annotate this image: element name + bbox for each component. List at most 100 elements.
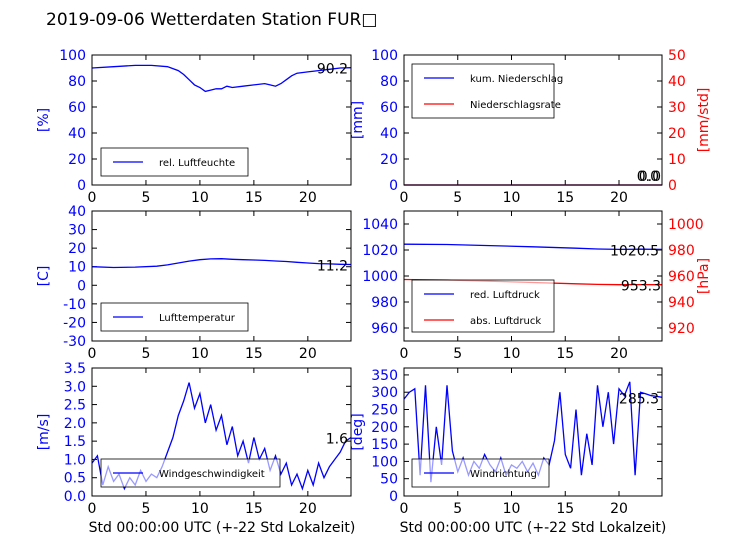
y-tick-label: 2.5 xyxy=(64,398,86,414)
y-tick-label-right: 40 xyxy=(668,74,686,90)
panel-pressure: 0 5 10 15 20 960 980 1000 1020 1040 920 940 960 980 10… xyxy=(362,210,712,362)
panel-precip: 0 5 10 15 20 0 20 40 60 80 100 0 10 20 30 40 50 [mm] [mm/s… xyxy=(350,48,712,206)
x-tick-label: 10 xyxy=(503,190,521,206)
y-tick-label: 3.5 xyxy=(64,361,86,377)
legend-label: Windgeschwindigkeit xyxy=(159,469,265,480)
x-tick-label: 20 xyxy=(610,501,628,517)
legend-label: Windrichtung xyxy=(470,469,537,480)
y-tick-label: 100 xyxy=(371,454,398,470)
y-axis-label: [deg] xyxy=(350,413,366,450)
x-tick-label: 0 xyxy=(88,190,97,206)
x-tick-label: 0 xyxy=(400,501,409,517)
value-label: 90.2 xyxy=(317,62,348,78)
x-tick-label: 5 xyxy=(141,346,150,362)
y-tick-label: 1040 xyxy=(362,217,398,233)
x-tick-label: 20 xyxy=(299,346,317,362)
y-axis-label: [m/s] xyxy=(36,414,52,451)
series-line-pressure-0 xyxy=(403,243,663,251)
y-tick-label: 40 xyxy=(68,204,86,220)
y-tick-label: 60 xyxy=(380,100,398,116)
y-tick-label-right: 10 xyxy=(668,152,686,168)
plot-frame xyxy=(403,367,663,497)
x-tick-label: 10 xyxy=(503,346,521,362)
panel-wind_speed: 0 5 10 15 20 0.0 0.5 1.0 1.5 2.0 2.5 3.0 3.5 [m/s] Win… xyxy=(36,361,352,517)
y-tick-label-right: 50 xyxy=(668,48,686,64)
legend-box xyxy=(411,458,550,488)
plot-frame xyxy=(403,54,663,186)
y-tick-label: 150 xyxy=(371,437,398,453)
y-axis-label: [%] xyxy=(36,108,52,132)
y-tick-label: 1000 xyxy=(362,269,398,285)
y-tick-label: 40 xyxy=(380,126,398,142)
plot-frame xyxy=(91,54,352,186)
y-tick-label-right: 30 xyxy=(668,100,686,116)
y-tick-label-right: 0 xyxy=(668,178,677,194)
x-tick-label: 0 xyxy=(88,501,97,517)
value-label: 285.3 xyxy=(619,391,659,407)
y-tick-label: 100 xyxy=(371,48,398,64)
y-tick-label: 250 xyxy=(371,403,398,419)
x-tick-label: 20 xyxy=(610,190,628,206)
y-tick-label: 20 xyxy=(68,241,86,257)
y-tick-label: 300 xyxy=(371,385,398,401)
plot-frame xyxy=(403,210,663,342)
x-tick-label: 15 xyxy=(245,501,263,517)
x-tick-label: 5 xyxy=(453,501,462,517)
y-tick-label: 350 xyxy=(371,368,398,384)
y-tick-label: 80 xyxy=(380,74,398,90)
y-tick-label-right: 980 xyxy=(668,243,695,259)
y-tick-label-right: 20 xyxy=(668,126,686,142)
y-tick-label: 0 xyxy=(389,489,398,505)
x-tick-label: 5 xyxy=(453,190,462,206)
y-tick-label: 80 xyxy=(68,74,86,90)
y-tick-label: 50 xyxy=(380,472,398,488)
y-tick-label: 980 xyxy=(371,295,398,311)
y-tick-label: 1.5 xyxy=(64,434,86,450)
figure-title: 2019-09-06 Wetterdaten Station FUR□ xyxy=(46,10,378,30)
x-tick-label: 20 xyxy=(610,346,628,362)
y-tick-label: 960 xyxy=(371,321,398,337)
value-label-right: 0.0 xyxy=(639,169,661,185)
legend-label: Niederschlagsrate xyxy=(470,100,561,111)
y-tick-label: -20 xyxy=(63,315,86,331)
y-tick-label-right: 1000 xyxy=(668,217,704,233)
x-tick-label: 5 xyxy=(141,501,150,517)
x-tick-label: 0 xyxy=(400,190,409,206)
x-tick-label: 10 xyxy=(191,190,209,206)
y-axis-label-right: [hPa] xyxy=(696,258,712,294)
y-tick-label: 0 xyxy=(389,178,398,194)
series-line-humidity-0 xyxy=(91,64,352,93)
y-tick-label: 2.0 xyxy=(64,416,86,432)
value-label: 0.0 xyxy=(637,169,659,185)
y-tick-label: 20 xyxy=(380,152,398,168)
y-tick-label: 60 xyxy=(68,100,86,116)
y-tick-label: 0.0 xyxy=(64,489,86,505)
x-axis-label-right: Std 00:00:00 UTC (+-22 Std Lokalzeit) xyxy=(400,520,667,536)
legend-label: rel. Luftfeuchte xyxy=(159,158,235,169)
value-label: 11.2 xyxy=(317,258,348,274)
x-tick-label: 15 xyxy=(556,501,574,517)
y-tick-label: 3.0 xyxy=(64,379,86,395)
y-tick-label: 1020 xyxy=(362,243,398,259)
y-axis-label: [C] xyxy=(36,266,52,287)
x-tick-label: 10 xyxy=(191,501,209,517)
y-tick-label: 0 xyxy=(77,278,86,294)
y-tick-label: 10 xyxy=(68,260,86,276)
x-axis-label-left: Std 00:00:00 UTC (+-22 Std Lokalzeit) xyxy=(89,520,356,536)
y-tick-label-right: 960 xyxy=(668,269,695,285)
y-tick-label: 1.0 xyxy=(64,452,86,468)
panel-wind_dir: 0 5 10 15 20050100150200250300350[deg]Windri… xyxy=(350,367,663,517)
x-tick-label: 15 xyxy=(556,190,574,206)
x-tick-label: 0 xyxy=(88,346,97,362)
value-label: 1020.5 xyxy=(610,243,659,259)
series-line-temperature-0 xyxy=(91,258,352,269)
y-tick-label-right: 940 xyxy=(668,295,695,311)
y-tick-label: 100 xyxy=(59,48,86,64)
y-tick-label: -30 xyxy=(63,334,86,350)
panel-temperature: 0 5 10 15 20 -30 -20 -10 0 10 20 30 40 [C] Lufttempera… xyxy=(36,204,352,362)
y-tick-label: 40 xyxy=(68,126,86,142)
x-tick-label: 15 xyxy=(556,346,574,362)
y-tick-label: 30 xyxy=(68,223,86,239)
x-tick-label: 20 xyxy=(299,190,317,206)
